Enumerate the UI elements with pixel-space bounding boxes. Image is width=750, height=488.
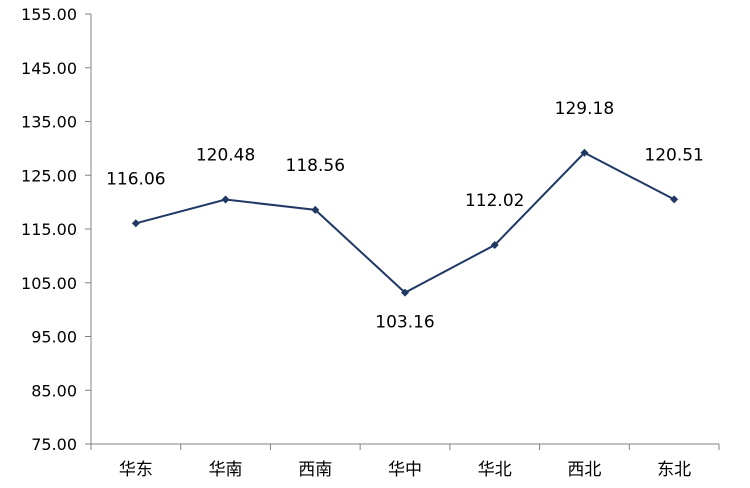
data-label: 129.18 [555, 99, 614, 119]
data-point-marker [401, 288, 409, 297]
data-point-marker [490, 241, 499, 250]
data-point-marker [221, 195, 230, 204]
series-line [131, 148, 679, 297]
axes [90, 14, 719, 445]
data-labels: 116.06 120.48 118.56 103.16 112.02 129.18 120.… [106, 99, 704, 333]
x-tick-label: 东北 [657, 460, 691, 480]
data-label: 120.48 [196, 146, 255, 166]
data-label: 118.56 [286, 156, 345, 176]
y-tick-label: 125.00 [21, 166, 77, 185]
y-tick-label: 115.00 [21, 220, 77, 239]
y-tick-label: 105.00 [21, 274, 77, 293]
x-tick-label: 华东 [119, 460, 153, 480]
y-tick-label: 145.00 [21, 59, 77, 78]
y-tick-label: 95.00 [31, 328, 77, 347]
x-tick-label: 西南 [298, 460, 332, 480]
x-tick-label: 华北 [478, 460, 512, 480]
data-point-marker [311, 205, 320, 214]
y-tick-label: 85.00 [31, 381, 77, 400]
y-tick-label: 135.00 [21, 113, 77, 132]
data-label: 120.51 [644, 145, 703, 165]
y-tick-label: 75.00 [31, 435, 77, 454]
data-label: 112.02 [465, 191, 524, 211]
y-axis-ticks: 75.00 85.00 95.00 105.00 115.00 125.00 135.00 1… [21, 5, 91, 454]
data-point-marker [580, 148, 589, 157]
data-label: 103.16 [375, 313, 434, 333]
x-tick-label: 华南 [209, 460, 243, 480]
x-tick-label: 华中 [388, 460, 422, 480]
data-label: 116.06 [106, 169, 165, 189]
data-point-marker [131, 219, 140, 228]
series-line-path [135, 151, 675, 294]
y-tick-label: 155.00 [21, 5, 77, 24]
x-tick-label: 西北 [567, 460, 601, 480]
x-axis-ticks: 华东 华南 西南 华中 华北 西北 东北 [90, 444, 720, 480]
data-point-marker [670, 195, 679, 204]
